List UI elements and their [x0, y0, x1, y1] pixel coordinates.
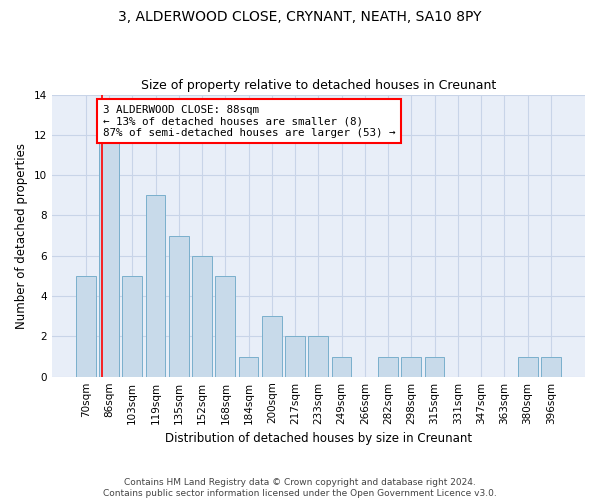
Bar	[541, 356, 561, 376]
Bar	[146, 196, 166, 376]
Bar	[518, 356, 538, 376]
Bar	[285, 336, 305, 376]
Bar	[332, 356, 352, 376]
Bar	[239, 356, 259, 376]
Bar	[425, 356, 445, 376]
Text: Contains HM Land Registry data © Crown copyright and database right 2024.
Contai: Contains HM Land Registry data © Crown c…	[103, 478, 497, 498]
Y-axis label: Number of detached properties: Number of detached properties	[15, 142, 28, 328]
Bar	[401, 356, 421, 376]
Bar	[378, 356, 398, 376]
Bar	[99, 135, 119, 376]
X-axis label: Distribution of detached houses by size in Creunant: Distribution of detached houses by size …	[165, 432, 472, 445]
Bar	[308, 336, 328, 376]
Text: 3 ALDERWOOD CLOSE: 88sqm
← 13% of detached houses are smaller (8)
87% of semi-de: 3 ALDERWOOD CLOSE: 88sqm ← 13% of detach…	[103, 104, 395, 138]
Bar	[215, 276, 235, 376]
Bar	[76, 276, 95, 376]
Bar	[169, 236, 188, 376]
Title: Size of property relative to detached houses in Creunant: Size of property relative to detached ho…	[141, 79, 496, 92]
Text: 3, ALDERWOOD CLOSE, CRYNANT, NEATH, SA10 8PY: 3, ALDERWOOD CLOSE, CRYNANT, NEATH, SA10…	[118, 10, 482, 24]
Bar	[262, 316, 282, 376]
Bar	[192, 256, 212, 376]
Bar	[122, 276, 142, 376]
